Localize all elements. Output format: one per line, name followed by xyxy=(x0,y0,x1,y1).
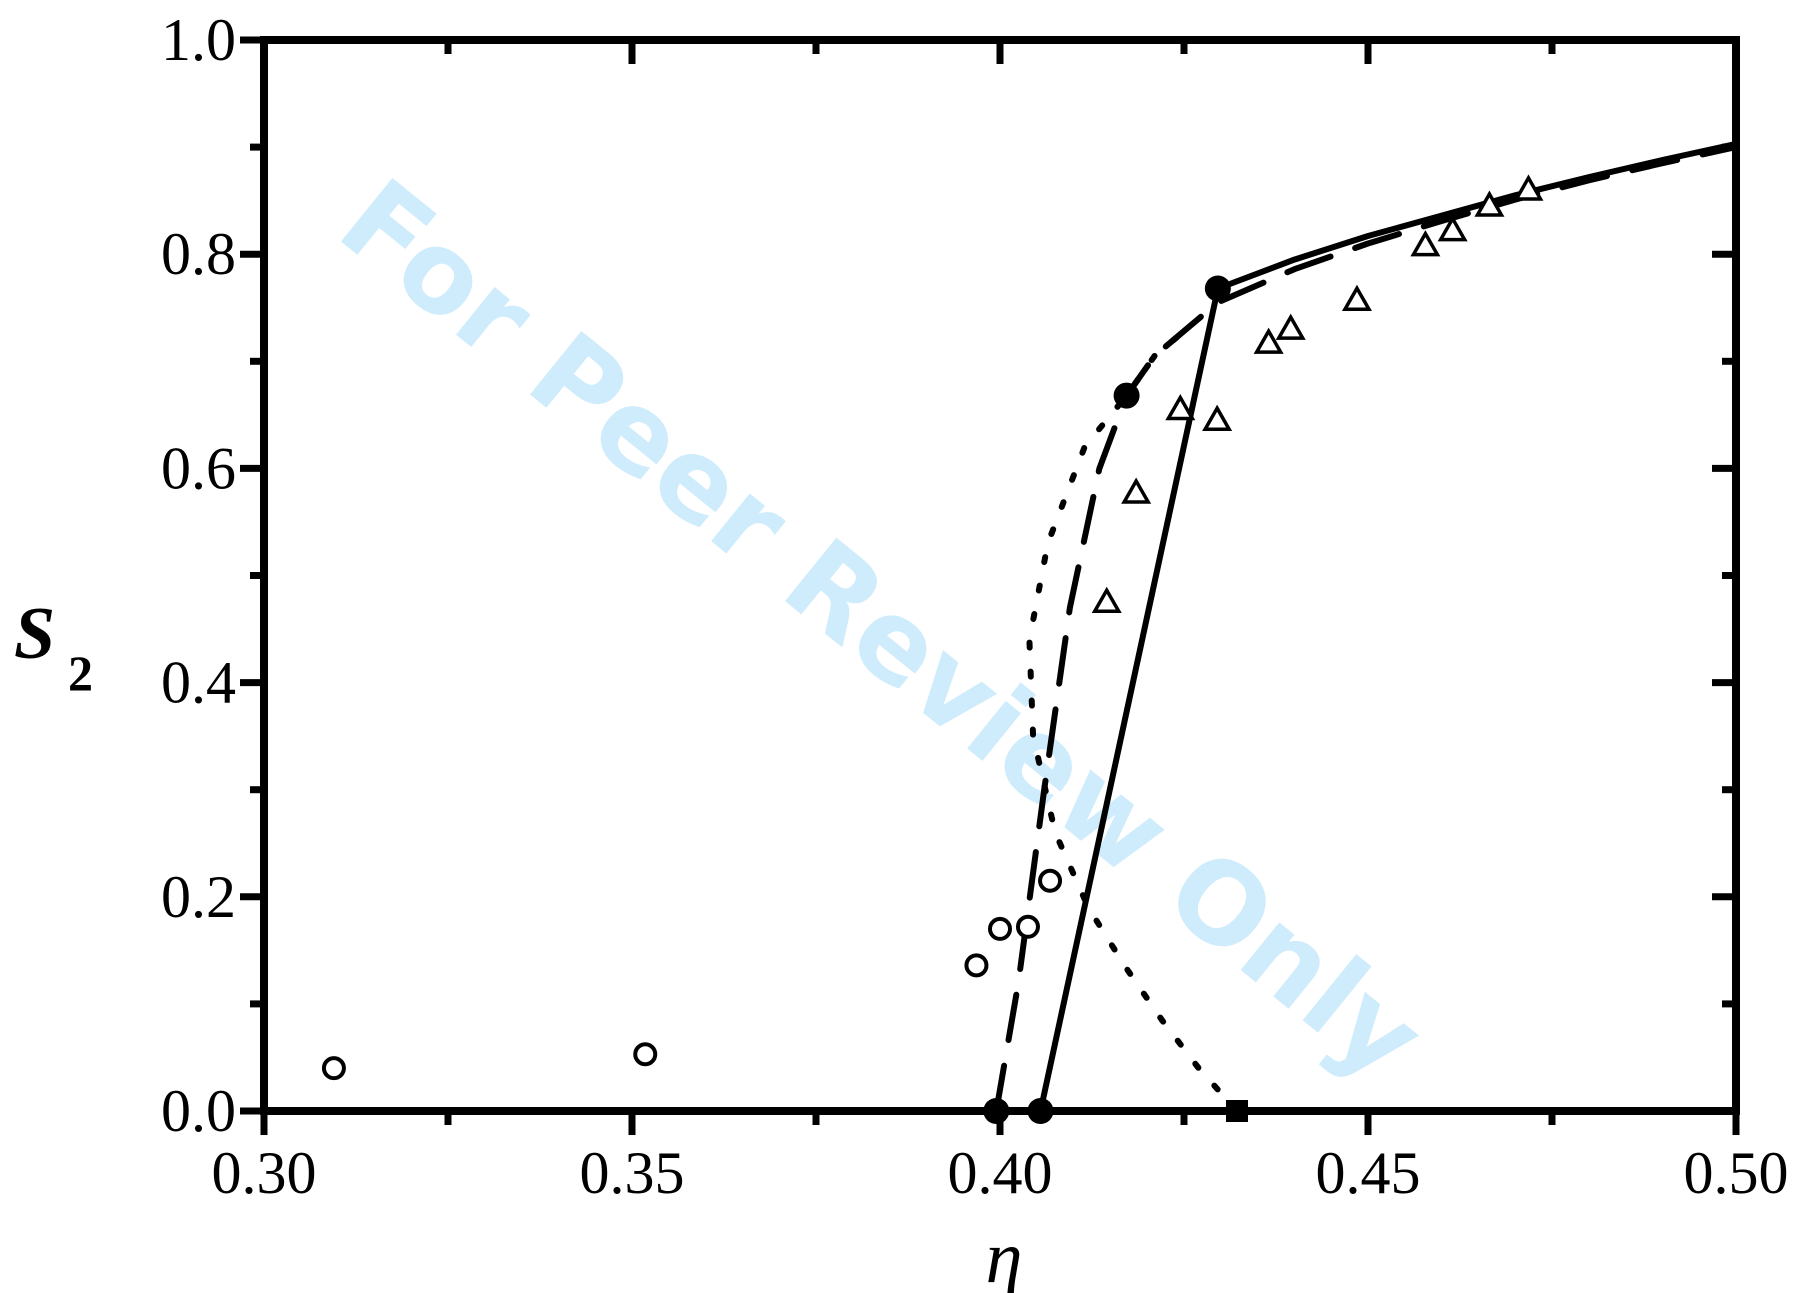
open-circle-point xyxy=(988,916,1012,941)
x-tick-label: 0.45 xyxy=(1316,1140,1421,1206)
x-axis-title: η xyxy=(986,1217,1023,1293)
y-tick-label: 0.0 xyxy=(161,1078,236,1144)
open-triangle-point xyxy=(1341,284,1372,312)
y-axis-title: S xyxy=(14,593,55,675)
open-circle-point xyxy=(1015,914,1040,939)
y-tick-label: 0.2 xyxy=(161,864,236,930)
x-tick-label: 0.30 xyxy=(212,1140,317,1206)
open-triangle-point xyxy=(1410,230,1441,257)
series-dotted-line xyxy=(1026,328,1240,1114)
y-tick-label: 1.0 xyxy=(161,7,236,73)
open-triangle-point xyxy=(1253,327,1284,354)
open-triangle-point xyxy=(1474,190,1505,217)
open-triangle-point xyxy=(1091,586,1122,614)
open-triangle-point xyxy=(1165,393,1196,421)
y-axis-title-subscript: 2 xyxy=(68,645,93,701)
filled-circle-point xyxy=(983,1098,1010,1124)
x-tick-label: 0.35 xyxy=(580,1140,685,1206)
open-triangle-point xyxy=(1513,174,1544,201)
x-tick-label: 0.50 xyxy=(1684,1140,1789,1206)
marker-layer xyxy=(321,174,1544,1124)
open-triangle-point xyxy=(1437,215,1468,242)
open-triangle-point xyxy=(1202,404,1233,431)
open-circle-point xyxy=(633,1042,658,1067)
watermark-text: For Peer Review Only xyxy=(316,155,1447,1105)
open-circle-point xyxy=(1038,868,1063,893)
x-axis-tick-labels: 0.30 0.35 0.40 0.45 0.50 xyxy=(212,1140,1789,1206)
open-circle-point xyxy=(964,953,989,978)
y-tick-label: 0.4 xyxy=(161,650,236,716)
x-tick-label: 0.40 xyxy=(948,1140,1053,1206)
filled-circle-point xyxy=(1204,275,1231,302)
filled-square-point xyxy=(1225,1100,1248,1122)
filled-circle-point xyxy=(1027,1098,1054,1124)
open-triangle-point xyxy=(1275,313,1306,340)
x-axis-ticks xyxy=(260,40,1740,1135)
series-solid-line xyxy=(1037,140,1739,1114)
y-axis-title-main: S xyxy=(14,593,55,675)
y-axis-tick-labels: 0.0 0.2 0.4 0.6 0.8 1.0 xyxy=(161,7,236,1144)
series-layer xyxy=(993,140,1739,1114)
y-tick-label: 0.6 xyxy=(161,435,236,501)
y-tick-label: 0.8 xyxy=(161,221,236,287)
open-circle-point xyxy=(321,1056,346,1081)
open-triangle-point xyxy=(1121,477,1152,504)
series-dashed-line xyxy=(993,144,1739,1114)
filled-circle-point xyxy=(1113,382,1140,409)
